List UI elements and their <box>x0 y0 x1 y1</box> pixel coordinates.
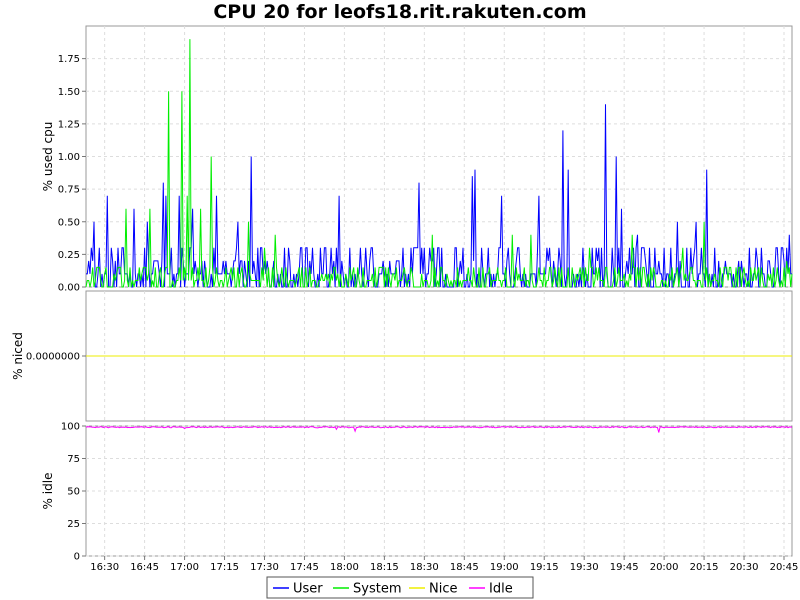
y-tick-label: 0.0000000 <box>26 352 80 363</box>
legend: User System Nice Idle <box>266 576 534 599</box>
x-tick-label: 18:15 <box>370 562 399 573</box>
legend-box <box>266 576 534 599</box>
panel-idle: 0 25 50 75 100 % idle <box>41 422 793 563</box>
x-tick-label: 17:00 <box>170 562 199 573</box>
chart-title: CPU 20 for leofs18.rit.rakuten.com <box>213 1 586 23</box>
series-line-idle <box>85 426 793 433</box>
x-tick-label: 19:45 <box>610 562 639 573</box>
y-tick-label: 0.00 <box>58 283 80 294</box>
legend-label-user: User <box>293 582 323 597</box>
legend-label-idle: Idle <box>489 582 513 597</box>
x-tick-label: 17:45 <box>290 562 319 573</box>
x-tick-label: 20:15 <box>690 562 719 573</box>
x-tick-label: 16:45 <box>130 562 159 573</box>
series-line-user <box>86 104 792 288</box>
x-tick-label: 19:30 <box>570 562 599 573</box>
y-tick-label: 1.00 <box>58 152 80 163</box>
panel-niced: 0.0000000% niced <box>11 290 793 422</box>
y-axis-label: % niced <box>11 332 25 380</box>
legend-label-system: System <box>353 582 401 597</box>
y-tick-label: 0.25 <box>58 250 80 261</box>
x-tick-label: 16:30 <box>90 562 119 573</box>
y-tick-label: 75 <box>67 454 80 465</box>
x-tick-label: 20:00 <box>650 562 679 573</box>
x-tick-label: 19:15 <box>530 562 559 573</box>
x-tick-label: 18:45 <box>450 562 479 573</box>
x-tick-label: 20:30 <box>730 562 759 573</box>
y-tick-label: 0 <box>74 552 80 563</box>
x-tick-label: 18:30 <box>410 562 439 573</box>
y-tick-label: 100 <box>61 422 80 433</box>
legend-label-nice: Nice <box>429 582 457 597</box>
y-axis-label: % used cpu <box>41 122 55 192</box>
y-tick-label: 1.25 <box>58 119 80 130</box>
x-tick-label: 17:30 <box>250 562 279 573</box>
x-tick-label: 20:45 <box>770 562 799 573</box>
series-line-system <box>85 39 793 288</box>
y-tick-label: 50 <box>67 487 80 498</box>
x-axis: 16:30 16:45 17:00 17:15 17:30 17:45 18:00 18:15… <box>90 556 798 573</box>
y-tick-label: 1.50 <box>58 87 80 98</box>
x-tick-label: 17:15 <box>210 562 239 573</box>
y-tick-label: 1.75 <box>58 54 80 65</box>
y-tick-label: 0.50 <box>58 217 80 228</box>
y-axis-label: % idle <box>41 473 55 510</box>
y-tick-label: 0.75 <box>58 185 80 196</box>
y-tick-label: 25 <box>67 519 80 530</box>
panel-used-cpu: 0.00 0.25 0.50 0.75 1.00 1.25 1.50 1.75 % used c… <box>41 25 793 294</box>
x-tick-label: 19:00 <box>490 562 519 573</box>
x-tick-label: 18:00 <box>330 562 359 573</box>
